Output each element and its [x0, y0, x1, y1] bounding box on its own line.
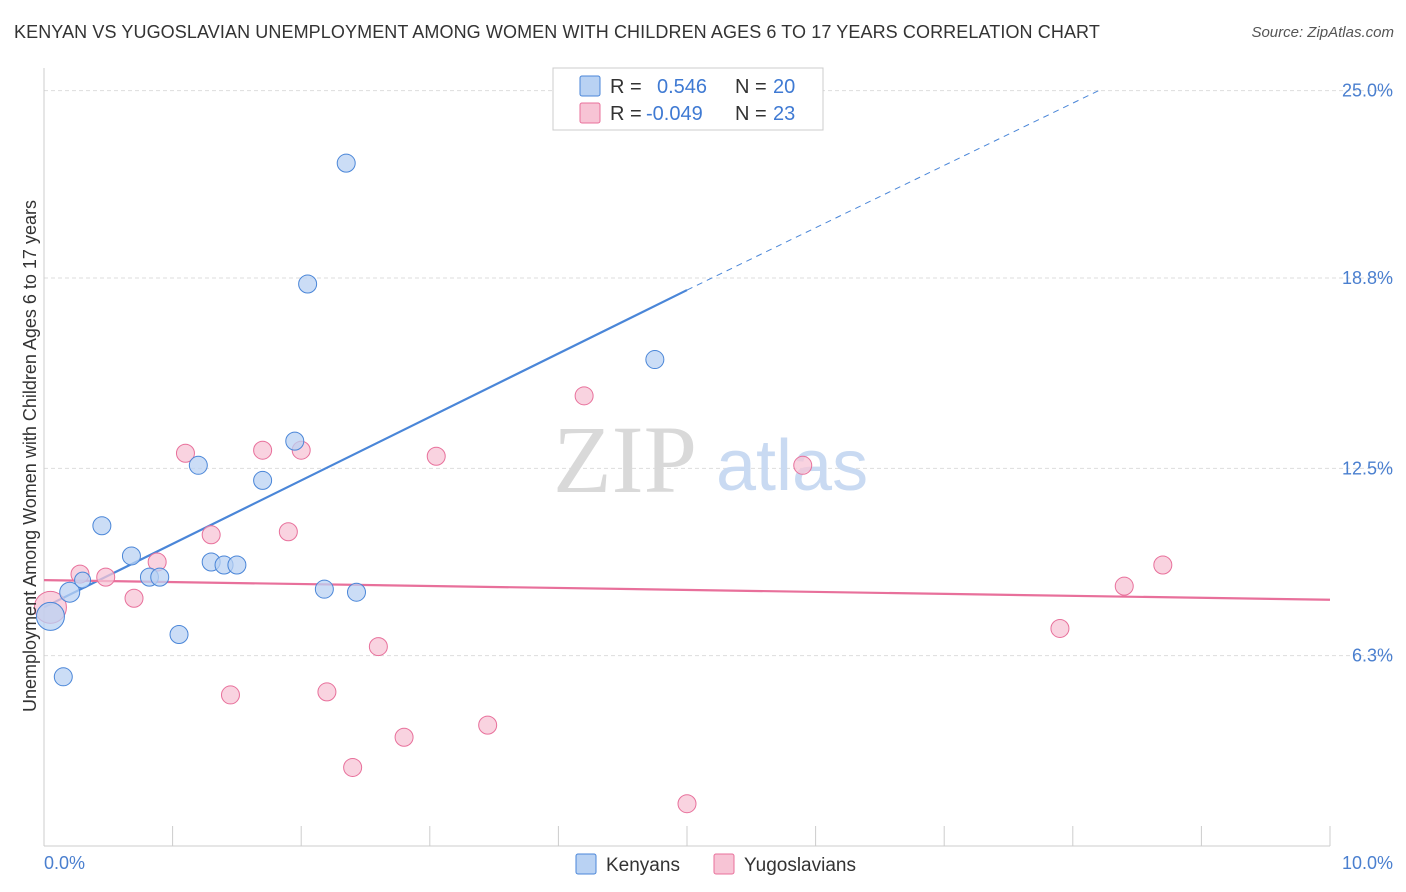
point-yugoslavians-14 [394, 727, 414, 747]
y-tick-label-2: 18.8% [1342, 268, 1393, 288]
point-yugoslavians-16 [478, 715, 498, 735]
correlation-legend: R = 0.546 N = 20 R = -0.049 N = 23 [552, 67, 824, 131]
x-tick-label-1: 10.0% [1342, 853, 1393, 873]
point-yugoslavians-21 [1114, 576, 1134, 596]
point-yugoslavians-20 [1050, 618, 1070, 638]
point-kenyans-8 [188, 455, 208, 475]
axes [43, 68, 1331, 847]
point-yugoslavians-6 [201, 525, 221, 545]
point-yugoslavians-17 [574, 386, 594, 406]
legend-swatch-yugoslavians [579, 102, 601, 124]
point-kenyans-4 [121, 546, 141, 566]
series-legend-swatch-yugoslavians [713, 853, 735, 875]
point-kenyans-12 [253, 470, 273, 490]
point-yugoslavians-9 [278, 522, 298, 542]
point-kenyans-14 [298, 274, 318, 294]
legend-r-value-kenyans: 0.546 [657, 76, 707, 98]
watermark-atlas: atlas [716, 426, 868, 506]
y-tick-label-0: 6.3% [1352, 646, 1393, 666]
data-points [33, 153, 1173, 814]
y-tick-label-3: 25.0% [1342, 81, 1393, 101]
point-kenyans-15 [314, 579, 334, 599]
trend-line-yugoslavians [43, 579, 1331, 601]
legend-r-label-kenyans: R = [610, 76, 642, 98]
point-yugoslavians-12 [343, 757, 363, 777]
legend-swatch-kenyans [579, 75, 601, 97]
point-kenyans-1 [59, 581, 81, 603]
point-yugoslavians-19 [793, 455, 813, 475]
trend-line-kenyans [43, 289, 688, 609]
chart-title: KENYAN VS YUGOSLAVIAN UNEMPLOYMENT AMONG… [14, 22, 1100, 42]
legend-n-label-kenyans: N = [735, 76, 767, 98]
legend-n-label-yugoslavians: N = [735, 103, 767, 125]
point-yugoslavians-11 [317, 682, 337, 702]
y-axis-label: Unemployment Among Women with Children A… [20, 200, 40, 712]
point-yugoslavians-13 [368, 637, 388, 657]
grid-lines [44, 90, 1392, 657]
watermark-zip: ZIP [553, 406, 697, 513]
point-yugoslavians-3 [124, 588, 144, 608]
point-kenyans-11 [227, 555, 247, 575]
x-tick-label-0: 0.0% [44, 853, 85, 873]
point-yugoslavians-5 [175, 443, 195, 463]
point-yugoslavians-15 [426, 446, 446, 466]
point-kenyans-2 [74, 571, 92, 589]
series-legend-swatch-kenyans [575, 853, 597, 875]
point-kenyans-0 [35, 601, 65, 631]
series-legend-label-yugoslavians: Yugoslavians [744, 855, 856, 876]
point-yugoslavians-7 [220, 685, 240, 705]
point-kenyans-13 [285, 431, 305, 451]
watermark: ZIP atlas [553, 406, 868, 513]
legend-r-value-yugoslavians: -0.049 [646, 103, 703, 125]
trend-lines [43, 90, 1331, 609]
point-yugoslavians-18 [677, 794, 697, 814]
series-legend: Kenyans Yugoslavians [575, 853, 856, 876]
point-yugoslavians-8 [253, 440, 273, 460]
tick-labels: 6.3% 12.5% 18.8% 25.0% 0.0% 10.0% [44, 81, 1393, 873]
point-kenyans-17 [346, 582, 366, 602]
legend-n-value-yugoslavians: 23 [773, 103, 795, 125]
point-kenyans-3 [92, 516, 112, 536]
point-kenyans-6 [150, 567, 170, 587]
point-kenyans-7 [169, 625, 189, 645]
series-legend-label-kenyans: Kenyans [606, 855, 680, 876]
point-kenyans-19 [53, 667, 73, 687]
source-credit: Source: ZipAtlas.com [1251, 24, 1394, 41]
point-yugoslavians-2 [96, 567, 116, 587]
point-kenyans-16 [336, 153, 356, 173]
legend-r-label-yugoslavians: R = [610, 103, 642, 125]
point-yugoslavians-22 [1153, 555, 1173, 575]
point-kenyans-18 [645, 350, 665, 370]
legend-n-value-kenyans: 20 [773, 76, 795, 98]
y-tick-label-1: 12.5% [1342, 458, 1393, 478]
